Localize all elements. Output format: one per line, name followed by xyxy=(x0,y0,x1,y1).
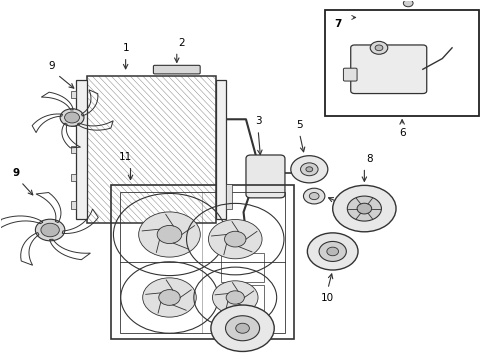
Circle shape xyxy=(327,247,339,256)
Circle shape xyxy=(35,219,65,241)
Circle shape xyxy=(307,233,358,270)
Circle shape xyxy=(139,212,200,257)
Circle shape xyxy=(41,223,59,237)
Circle shape xyxy=(208,220,262,259)
Circle shape xyxy=(65,112,79,123)
Circle shape xyxy=(403,0,413,7)
Bar xyxy=(220,253,265,282)
Circle shape xyxy=(60,109,84,126)
Text: 1: 1 xyxy=(122,43,129,53)
Circle shape xyxy=(347,196,381,221)
FancyBboxPatch shape xyxy=(153,65,200,74)
Circle shape xyxy=(306,167,313,172)
Bar xyxy=(71,91,76,98)
Circle shape xyxy=(225,316,260,341)
Circle shape xyxy=(224,231,246,247)
Text: 2: 2 xyxy=(178,38,185,48)
Circle shape xyxy=(309,193,319,200)
Bar xyxy=(71,174,76,181)
Bar xyxy=(71,202,76,208)
Circle shape xyxy=(157,225,182,244)
Circle shape xyxy=(300,163,318,176)
Circle shape xyxy=(357,203,372,214)
FancyBboxPatch shape xyxy=(351,45,427,94)
Circle shape xyxy=(211,305,274,351)
Circle shape xyxy=(333,185,396,232)
Bar xyxy=(87,76,216,223)
Text: 11: 11 xyxy=(119,152,132,162)
Circle shape xyxy=(159,290,180,305)
Text: 4: 4 xyxy=(353,203,360,213)
Bar xyxy=(71,146,76,153)
Text: 7: 7 xyxy=(334,19,342,29)
Circle shape xyxy=(236,323,249,333)
FancyBboxPatch shape xyxy=(246,155,285,198)
Text: 10: 10 xyxy=(321,293,334,302)
Bar xyxy=(71,118,76,126)
Text: 6: 6 xyxy=(399,128,405,138)
Circle shape xyxy=(226,291,245,304)
FancyBboxPatch shape xyxy=(343,68,357,81)
Circle shape xyxy=(319,242,346,261)
Bar xyxy=(111,185,294,339)
Circle shape xyxy=(303,188,325,204)
Bar xyxy=(325,10,479,116)
Text: 9: 9 xyxy=(12,168,20,178)
Bar xyxy=(220,285,265,328)
Bar xyxy=(120,192,285,333)
Circle shape xyxy=(291,156,328,183)
Circle shape xyxy=(143,278,196,317)
Circle shape xyxy=(213,281,258,314)
Bar xyxy=(76,80,87,219)
Bar xyxy=(226,184,232,208)
Bar xyxy=(87,76,216,223)
Text: 8: 8 xyxy=(366,154,372,164)
Bar xyxy=(216,80,226,219)
Circle shape xyxy=(370,41,388,54)
Text: 9: 9 xyxy=(48,61,55,71)
Text: 5: 5 xyxy=(296,120,303,130)
Circle shape xyxy=(375,45,383,51)
Text: 3: 3 xyxy=(255,116,262,126)
